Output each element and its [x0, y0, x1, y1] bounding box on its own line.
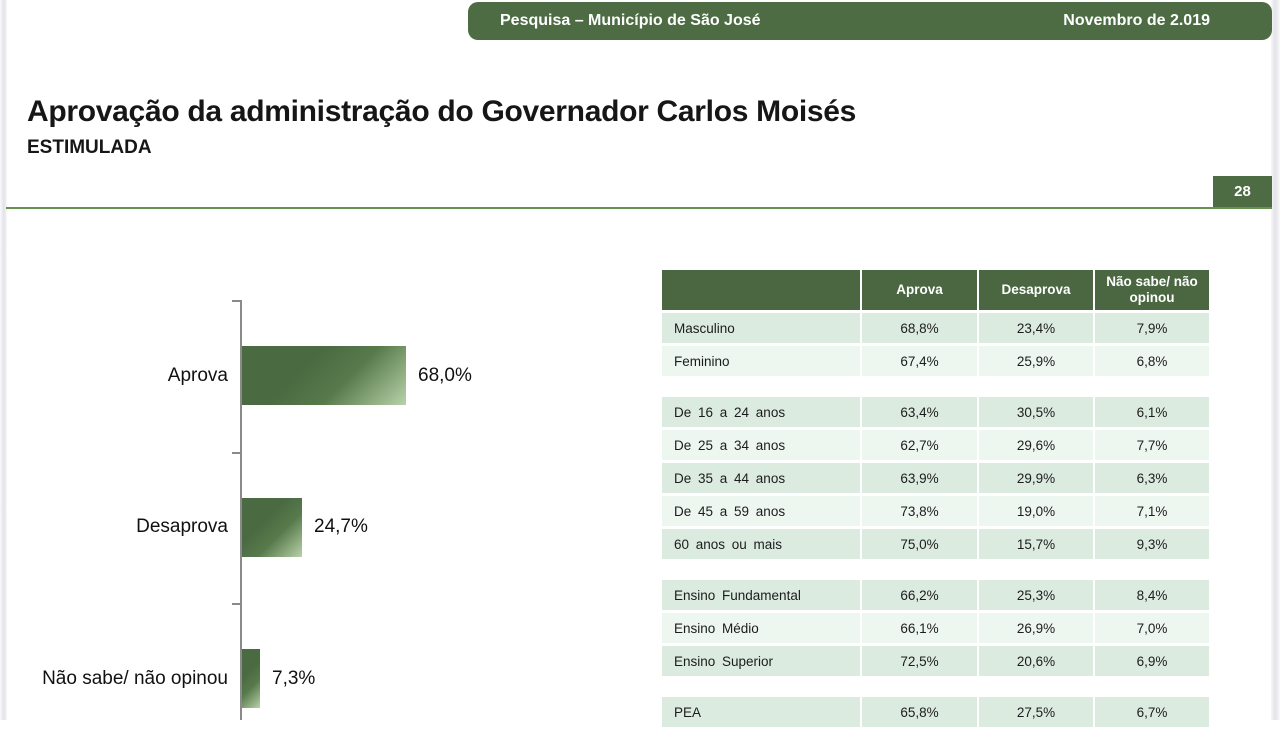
- page-number: 28: [1234, 183, 1251, 200]
- table-value-cell: 7,9%: [1095, 313, 1209, 343]
- chart-category-label: Aprova: [167, 364, 228, 386]
- table-value-cell: 30,5%: [979, 397, 1093, 427]
- axis-tick: [232, 451, 240, 454]
- table-value-cell: 27,5%: [979, 697, 1093, 727]
- table-group: PEA 65,8% 27,5% 6,7%: [662, 697, 1209, 727]
- header-banner: Pesquisa – Município de São José Novembr…: [468, 2, 1272, 40]
- table-value-cell: 15,7%: [979, 529, 1093, 559]
- page-title: Aprovação da administração do Governador…: [27, 95, 857, 128]
- table-value-cell: 29,6%: [979, 430, 1093, 460]
- table-row: Feminino 67,4% 25,9% 6,8%: [662, 346, 1209, 376]
- table-row-label: De 45 a 59 anos: [662, 496, 860, 526]
- chart-value-label: 24,7%: [314, 516, 368, 538]
- axis-tick: [232, 603, 240, 605]
- table-value-cell: 68,8%: [862, 313, 977, 343]
- table-row-label: Feminino: [662, 346, 860, 376]
- table-value-cell: 8,4%: [1095, 580, 1209, 610]
- table-group: Masculino 68,8% 23,4% 7,9% Feminino 67,4% 25,9…: [662, 313, 1209, 376]
- table-value-cell: 65,8%: [862, 697, 977, 727]
- axis-tick: [232, 300, 240, 302]
- table-row: Ensino Fundamental 66,2% 25,3% 8,4%: [662, 580, 1209, 610]
- table-value-cell: 19,0%: [979, 496, 1093, 526]
- table-header-cell: Não sabe/ não opinou: [1095, 270, 1209, 310]
- table-row-label: Ensino Médio: [662, 613, 860, 643]
- table-value-cell: 63,4%: [862, 397, 977, 427]
- table-row: 60 anos ou mais 75,0% 15,7% 9,3%: [662, 529, 1209, 559]
- table-value-cell: 62,7%: [862, 430, 977, 460]
- table-value-cell: 75,0%: [862, 529, 977, 559]
- chart-y-axis: [240, 300, 242, 720]
- table-row-label: Ensino Fundamental: [662, 580, 860, 610]
- table-row: De 25 a 34 anos 62,7% 29,6% 7,7%: [662, 430, 1209, 460]
- table-row: De 35 a 44 anos 63,9% 29,9% 6,3%: [662, 463, 1209, 493]
- table-row: PEA 65,8% 27,5% 6,7%: [662, 697, 1209, 727]
- table-value-cell: 25,9%: [979, 346, 1093, 376]
- table-row: Ensino Médio 66,1% 26,9% 7,0%: [662, 613, 1209, 643]
- chart-category-label: Não sabe/ não opinou: [42, 667, 228, 689]
- page-number-badge: 28: [1213, 176, 1272, 207]
- table-row: Ensino Superior 72,5% 20,6% 6,9%: [662, 646, 1209, 676]
- table-value-cell: 20,6%: [979, 646, 1093, 676]
- title-separator-line: [6, 207, 1272, 209]
- crosstab-table: Aprova Desaprova Não sabe/ não opinou Masc…: [662, 270, 1209, 727]
- table-value-cell: 9,3%: [1095, 529, 1209, 559]
- table-header-cell: Aprova: [862, 270, 977, 310]
- chart-bar: [242, 497, 302, 557]
- table-header-cell: [662, 270, 860, 310]
- table-value-cell: 63,9%: [862, 463, 977, 493]
- table-row-label: De 25 a 34 anos: [662, 430, 860, 460]
- chart-bar: [242, 346, 406, 406]
- table-value-cell: 7,0%: [1095, 613, 1209, 643]
- page-subtitle: ESTIMULADA: [27, 137, 152, 158]
- table-group: De 16 a 24 anos 63,4% 30,5% 6,1% De 25 a 34 …: [662, 397, 1209, 559]
- table-value-cell: 26,9%: [979, 613, 1093, 643]
- table-header-cell: Desaprova: [979, 270, 1093, 310]
- table-value-cell: 6,7%: [1095, 697, 1209, 727]
- table-row: De 45 a 59 anos 73,8% 19,0% 7,1%: [662, 496, 1209, 526]
- table-row: Masculino 68,8% 23,4% 7,9%: [662, 313, 1209, 343]
- banner-survey-label: Pesquisa – Município de São José: [500, 12, 761, 29]
- table-value-cell: 6,3%: [1095, 463, 1209, 493]
- table-value-cell: 6,8%: [1095, 346, 1209, 376]
- table-value-cell: 6,1%: [1095, 397, 1209, 427]
- table-row-label: 60 anos ou mais: [662, 529, 860, 559]
- table-header-row: Aprova Desaprova Não sabe/ não opinou: [662, 270, 1209, 310]
- table-value-cell: 66,2%: [862, 580, 977, 610]
- table-value-cell: 73,8%: [862, 496, 977, 526]
- table-value-cell: 72,5%: [862, 646, 977, 676]
- table-row-label: De 35 a 44 anos: [662, 463, 860, 493]
- table-value-cell: 67,4%: [862, 346, 977, 376]
- banner-date-label: Novembro de 2.019: [1063, 12, 1210, 29]
- chart-value-label: 68,0%: [418, 364, 472, 386]
- chart-bar: [242, 649, 260, 709]
- table-row-label: Ensino Superior: [662, 646, 860, 676]
- table-value-cell: 23,4%: [979, 313, 1093, 343]
- table-value-cell: 29,9%: [979, 463, 1093, 493]
- slide-edge-right: [1271, 0, 1280, 720]
- table-value-cell: 7,1%: [1095, 496, 1209, 526]
- table-value-cell: 25,3%: [979, 580, 1093, 610]
- table-value-cell: 66,1%: [862, 613, 977, 643]
- table-row: De 16 a 24 anos 63,4% 30,5% 6,1%: [662, 397, 1209, 427]
- slide-edge-left: [0, 0, 7, 720]
- table-value-cell: 6,9%: [1095, 646, 1209, 676]
- table-row-label: PEA: [662, 697, 860, 727]
- table-value-cell: 7,7%: [1095, 430, 1209, 460]
- bar-chart: Aprova 68,0% Desaprova 24,7% Não sabe/ não o…: [0, 300, 660, 720]
- table-group: Ensino Fundamental 66,2% 25,3% 8,4% Ensino M…: [662, 580, 1209, 676]
- table-row-label: De 16 a 24 anos: [662, 397, 860, 427]
- chart-value-label: 7,3%: [272, 667, 316, 689]
- table-row-label: Masculino: [662, 313, 860, 343]
- chart-category-label: Desaprova: [136, 516, 228, 538]
